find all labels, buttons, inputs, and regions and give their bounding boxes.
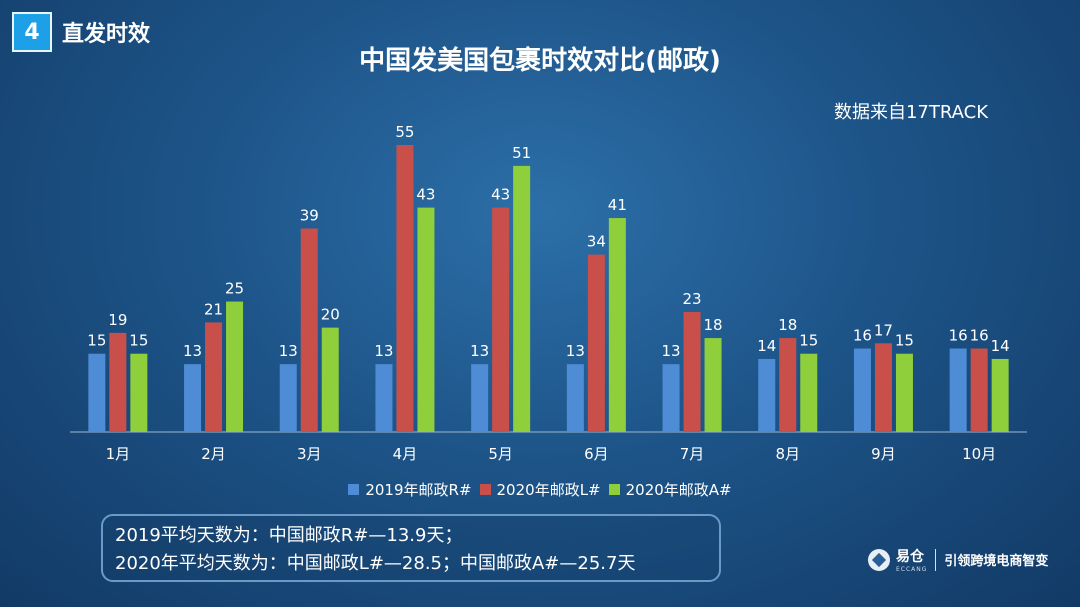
data-label-4-series-2: 55 <box>395 123 414 141</box>
x-tick-label-6: 6月 <box>584 445 609 463</box>
section-tag: 4 直发时效 <box>12 12 150 52</box>
x-tick-label-9: 9月 <box>871 445 896 463</box>
bar-3-series-2 <box>300 228 318 432</box>
bar-1-series-1 <box>88 353 106 432</box>
data-label-9-series-1: 16 <box>853 327 872 345</box>
bar-4-series-2 <box>396 145 414 432</box>
bar-9-series-3 <box>895 353 913 432</box>
x-tick-label-7: 7月 <box>680 445 705 463</box>
summary-box: 2019平均天数为：中国邮政R#—13.9天； 2020年平均天数为：中国邮政L… <box>101 514 721 582</box>
bar-5-series-1 <box>471 364 489 432</box>
legend-item-2020A: 2020年邮政A# <box>608 479 732 500</box>
legend-swatch-2020A <box>608 484 620 495</box>
data-label-9-series-3: 15 <box>895 332 914 350</box>
data-label-10-series-3: 14 <box>991 337 1010 355</box>
bar-4-series-3 <box>417 207 435 432</box>
data-label-3-series-1: 13 <box>279 342 298 360</box>
bar-6-series-3 <box>608 218 626 432</box>
x-tick-label-1: 1月 <box>106 445 131 463</box>
bar-10-series-1 <box>949 348 967 432</box>
data-label-6-series-3: 41 <box>608 196 627 214</box>
brand-divider <box>935 548 937 571</box>
x-tick-label-2: 2月 <box>201 445 226 463</box>
brand-name: 易仓 <box>896 549 924 565</box>
data-label-7-series-1: 13 <box>662 342 681 360</box>
summary-line-2020: 2020年平均天数为：中国邮政L#—28.5；中国邮政A#—25.7天 <box>115 553 636 574</box>
data-label-5-series-2: 43 <box>491 186 510 204</box>
legend-item-2020L: 2020年邮政L# <box>479 479 601 500</box>
data-label-7-series-3: 18 <box>704 316 723 334</box>
bar-1-series-2 <box>109 332 127 432</box>
data-label-3-series-3: 20 <box>321 306 340 324</box>
bar-4-series-1 <box>375 364 393 432</box>
brand-wordmark: 易仓 ECCANG <box>896 546 927 573</box>
x-tick-label-10: 10月 <box>962 445 996 463</box>
bar-10-series-3 <box>991 358 1009 432</box>
bar-3-series-3 <box>321 327 339 432</box>
data-label-5-series-3: 51 <box>512 144 531 162</box>
legend-label-2020A: 2020年邮政A# <box>625 481 732 499</box>
bar-2-series-2 <box>205 322 223 432</box>
data-label-8-series-1: 14 <box>757 337 776 355</box>
data-label-10-series-1: 16 <box>949 327 968 345</box>
x-tick-label-3: 3月 <box>297 445 322 463</box>
bar-chart: 1519151月1321252月1339203月1355434月1343515月… <box>70 123 1027 463</box>
legend-item-2019: 2019年邮政R# <box>348 479 472 500</box>
data-label-8-series-2: 18 <box>778 316 797 334</box>
data-label-1-series-1: 15 <box>87 332 106 350</box>
chart-legend: 2019年邮政R# 2020年邮政L# 2020年邮政A# <box>0 479 1080 500</box>
bar-6-series-1 <box>566 364 584 432</box>
data-label-4-series-3: 43 <box>416 186 435 204</box>
bar-8-series-3 <box>800 353 818 432</box>
bar-2-series-3 <box>226 301 244 432</box>
data-label-2-series-1: 13 <box>183 342 202 360</box>
brand-slogan: 引领跨境电商智变 <box>944 554 1049 569</box>
bar-10-series-2 <box>970 348 988 432</box>
legend-label-2020L: 2020年邮政L# <box>496 481 601 499</box>
bar-5-series-2 <box>492 207 510 432</box>
bar-7-series-2 <box>683 311 701 432</box>
data-label-3-series-2: 39 <box>300 206 319 224</box>
x-tick-label-4: 4月 <box>393 445 418 463</box>
brand-footer: 易仓 ECCANG 引领跨境电商智变 <box>868 546 1048 573</box>
legend-label-2019: 2019年邮政R# <box>365 481 472 499</box>
bar-8-series-2 <box>779 338 797 432</box>
data-label-9-series-2: 17 <box>874 321 893 339</box>
bar-7-series-3 <box>704 338 722 432</box>
brand-logo-icon <box>868 548 890 571</box>
data-label-6-series-2: 34 <box>587 233 606 251</box>
data-label-10-series-2: 16 <box>970 327 989 345</box>
bar-2-series-1 <box>184 364 202 432</box>
brand-sub: ECCANG <box>896 566 928 573</box>
bar-9-series-2 <box>874 343 892 432</box>
data-label-6-series-1: 13 <box>566 342 585 360</box>
chart-title: 中国发美国包裹时效对比(邮政) <box>359 46 721 76</box>
bar-3-series-1 <box>279 364 297 432</box>
bar-7-series-1 <box>662 364 680 432</box>
data-label-4-series-1: 13 <box>374 342 393 360</box>
data-label-7-series-2: 23 <box>683 290 702 308</box>
bar-9-series-1 <box>853 348 871 432</box>
bar-6-series-2 <box>587 254 605 432</box>
data-label-8-series-3: 15 <box>799 332 818 350</box>
data-label-5-series-1: 13 <box>470 342 489 360</box>
bar-1-series-3 <box>130 353 148 432</box>
x-tick-label-5: 5月 <box>488 445 513 463</box>
legend-swatch-2019 <box>348 484 360 495</box>
data-source-note: 数据来自17TRACK <box>833 102 988 123</box>
x-tick-label-8: 8月 <box>775 445 800 463</box>
bar-5-series-3 <box>513 165 531 432</box>
data-label-1-series-3: 15 <box>129 332 148 350</box>
section-title: 直发时效 <box>62 22 151 47</box>
data-label-2-series-2: 21 <box>204 300 223 318</box>
section-number: 4 <box>12 12 52 52</box>
data-label-2-series-3: 25 <box>225 280 244 298</box>
summary-line-2019: 2019平均天数为：中国邮政R#—13.9天； <box>115 525 463 546</box>
legend-swatch-2020L <box>479 484 491 495</box>
bar-8-series-1 <box>758 358 776 432</box>
data-label-1-series-2: 19 <box>108 311 127 329</box>
